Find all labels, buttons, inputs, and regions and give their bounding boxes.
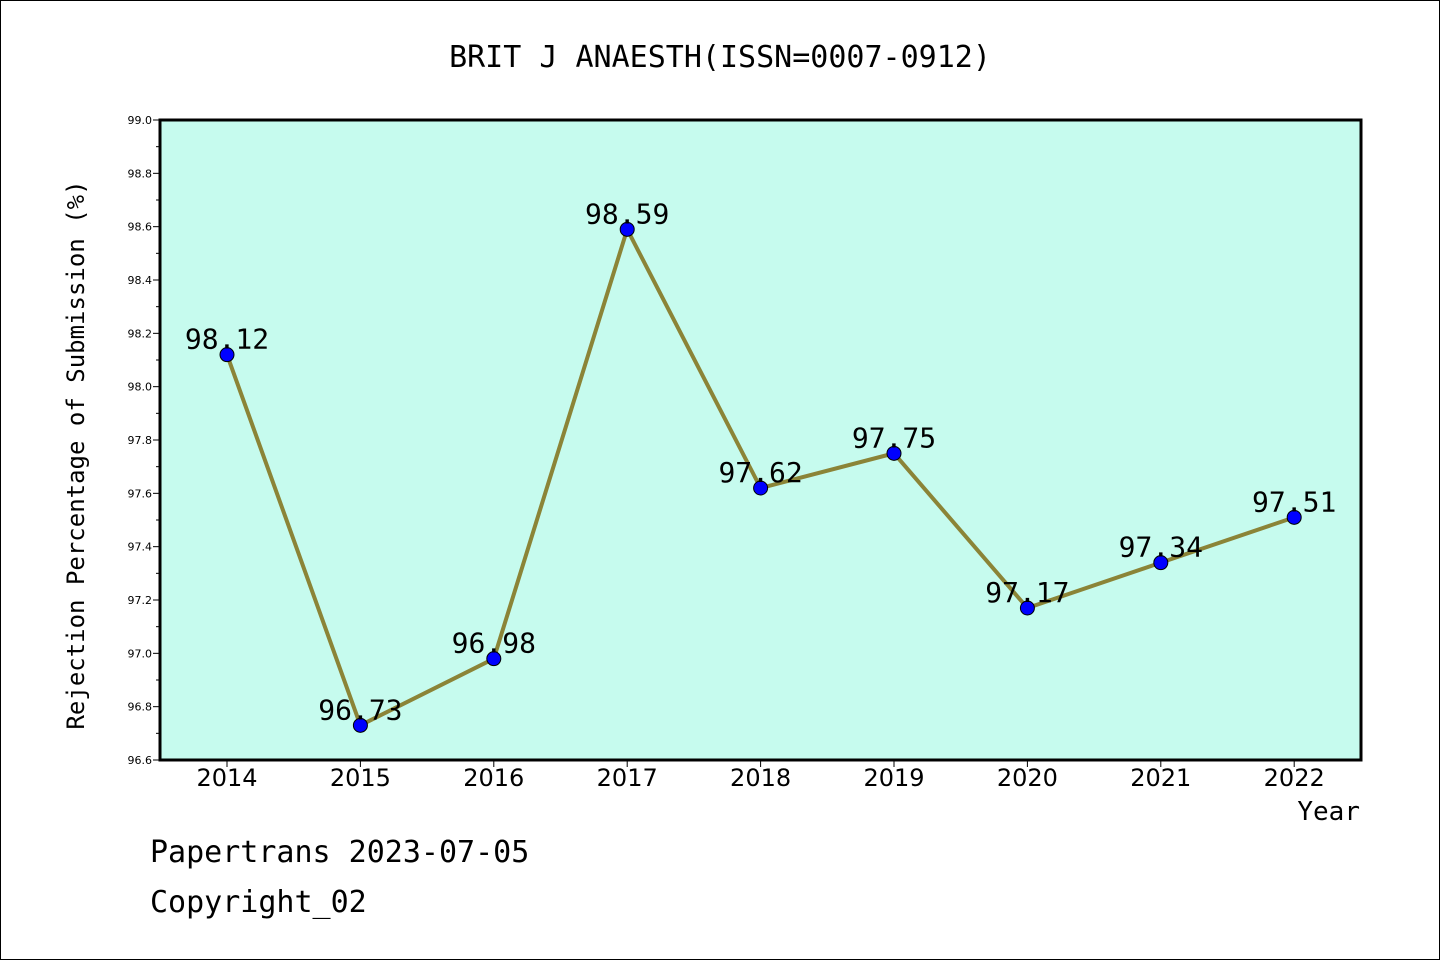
x-tick-label: 2014 [196, 764, 257, 792]
plot-area [158, 118, 1363, 762]
y-tick-label: 98.8 [128, 167, 153, 180]
data-point [352, 717, 368, 733]
y-tick-label: 97.8 [128, 434, 153, 447]
footer-copyright: Copyright_02 [150, 885, 367, 920]
data-label: 97.51 [1252, 485, 1336, 518]
footer-date: Papertrans 2023-07-05 [150, 835, 530, 870]
y-tick-label: 97.6 [128, 487, 153, 500]
y-tick-label: 98.6 [128, 221, 153, 234]
data-point [619, 221, 635, 237]
x-tick-label: 2015 [330, 764, 391, 792]
series-line [219, 221, 1302, 733]
x-tick-label: 2020 [997, 764, 1058, 792]
data-label: 96.73 [318, 693, 402, 726]
data-point [219, 347, 235, 363]
data-point [1153, 555, 1169, 571]
y-tick-label: 98.2 [128, 327, 153, 340]
data-label: 97.34 [1119, 531, 1203, 564]
x-tick-label: 2016 [463, 764, 524, 792]
chart-title: BRIT J ANAESTH(ISSN=0007-0912) [449, 40, 991, 75]
y-axis: 96.6 96.8 97.0 97.2 97.4 97.6 97.8 98.0 98.2 98.4… [128, 114, 160, 767]
x-axis-label: Year [1297, 797, 1360, 827]
data-label: 98.12 [185, 323, 269, 356]
y-tick-label: 96.8 [128, 701, 153, 714]
data-label: 97.17 [985, 576, 1069, 609]
y-tick-label: 98.0 [128, 381, 153, 394]
x-axis: 2014 2015 2016 2017 2018 2019 2020 2021 2022 [196, 760, 1325, 792]
data-label: 97.62 [718, 456, 802, 489]
data-point [753, 480, 769, 496]
data-label: 98.59 [585, 197, 669, 230]
data-labels: 98.12 96.73 96.98 98.59 97.62 97.75 97.17 97.34… [185, 197, 1336, 726]
data-point [1019, 600, 1035, 616]
y-tick-label: 97.0 [128, 647, 153, 660]
y-tick-label: 98.4 [128, 274, 153, 287]
data-point [1286, 509, 1302, 525]
y-tick-label: 97.4 [128, 541, 153, 554]
data-label: 96.98 [452, 627, 536, 660]
data-point [886, 445, 902, 461]
x-tick-label: 2018 [730, 764, 791, 792]
data-point [486, 651, 502, 667]
x-tick-label: 2021 [1130, 764, 1191, 792]
y-tick-label: 96.6 [128, 754, 153, 767]
y-axis-label: Rejection Percentage of Submission (%) [62, 180, 90, 729]
y-tick-label: 99.0 [128, 114, 153, 127]
data-label: 97.75 [852, 421, 936, 454]
y-tick-label: 97.2 [128, 594, 153, 607]
x-tick-label: 2019 [863, 764, 924, 792]
x-tick-label: 2017 [597, 764, 658, 792]
x-tick-label: 2022 [1264, 764, 1325, 792]
